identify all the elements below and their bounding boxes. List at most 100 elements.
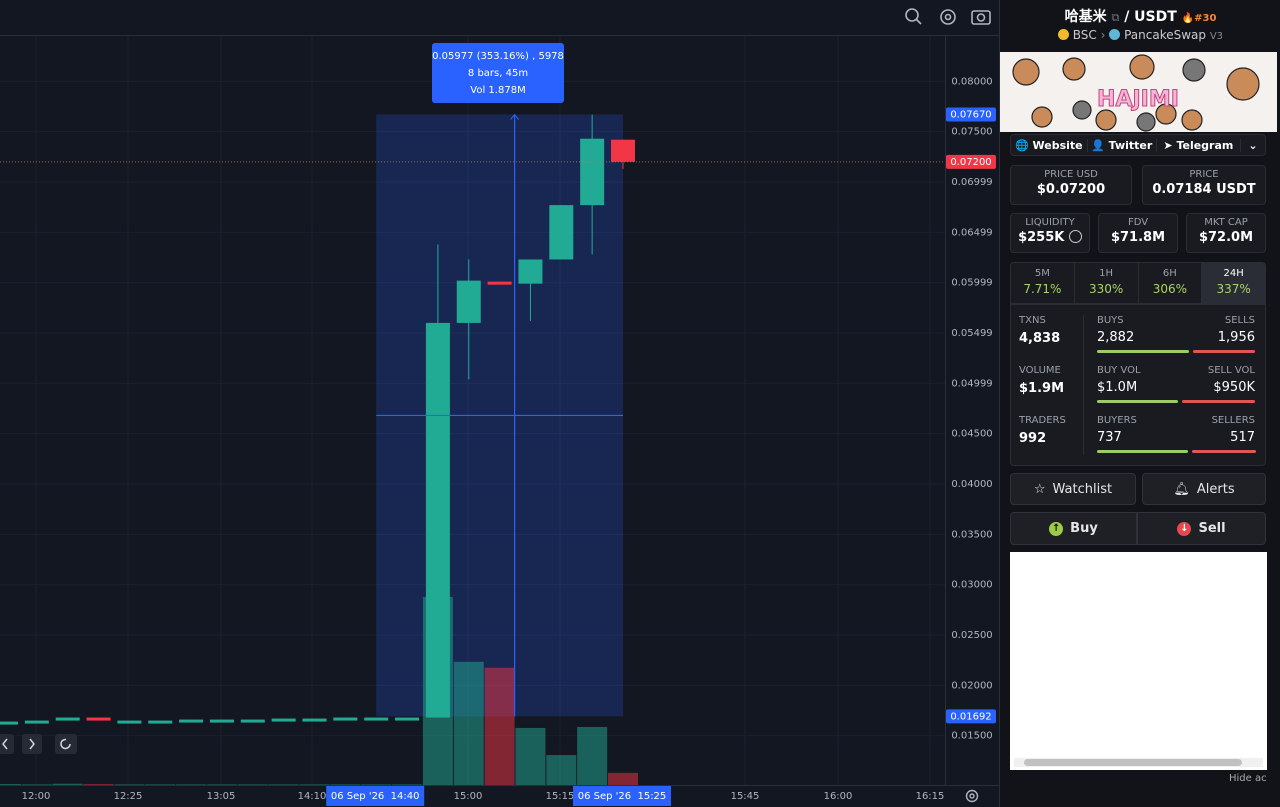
volume-bar — [114, 784, 145, 785]
scrollbar[interactable] — [1014, 758, 1263, 767]
price-label-bg — [946, 107, 996, 122]
y-tick-label: 0.05499 — [951, 328, 992, 339]
link-telegram[interactable]: ➤ Telegram — [1157, 138, 1241, 152]
price-label: 0.07670 — [950, 110, 991, 121]
volume-bar — [237, 784, 268, 785]
candle-body — [24, 720, 49, 724]
button-text: Buy — [1070, 521, 1098, 536]
tab-1h[interactable]: 1H 330% — [1075, 263, 1139, 303]
label: PRICE — [1189, 169, 1219, 180]
links-more[interactable]: ⌄ — [1248, 138, 1258, 152]
fdv: FDV $71.8M — [1098, 213, 1178, 253]
value: 7.71% — [1023, 282, 1062, 296]
price-native: PRICE 0.07184 USDT — [1142, 165, 1266, 205]
y-tick-label: 0.01500 — [951, 731, 992, 742]
candle-body — [55, 717, 80, 721]
y-tick-label: 0.05999 — [951, 278, 992, 289]
nav-next[interactable] — [22, 734, 42, 754]
label: MKT CAP — [1204, 217, 1248, 228]
ratio-bar — [1097, 350, 1189, 353]
tab-6h[interactable]: 6H 306% — [1139, 263, 1203, 303]
link-twitter[interactable]: 👤 Twitter — [1088, 138, 1157, 152]
candle-body — [364, 717, 389, 721]
zoom-icon[interactable] — [905, 8, 922, 25]
stat-right-label: SELLS — [1224, 315, 1255, 326]
volume-bar — [608, 772, 638, 785]
sell-button[interactable]: ↓ Sell — [1137, 512, 1266, 545]
dex: PancakeSwap — [1124, 28, 1207, 42]
volume-bar — [330, 784, 361, 785]
value: $255K — [1011, 230, 1089, 245]
candle-body — [518, 259, 543, 284]
chain: BSC — [1072, 28, 1097, 42]
stat-right-label: SELLERS — [1211, 415, 1255, 426]
x-tick-label: 15:45 — [731, 791, 760, 802]
stat-left-value: 737 — [1097, 430, 1122, 445]
snapshot-icon[interactable] — [971, 10, 991, 25]
stat-right-value: $950K — [1213, 380, 1255, 395]
button-text: Sell — [1198, 521, 1226, 536]
copy-icon[interactable]: ⧉ — [1111, 11, 1120, 24]
axis-settings[interactable] — [965, 789, 979, 803]
hide-link[interactable]: Hide ac — [1229, 773, 1267, 784]
dex-icon — [1109, 29, 1121, 40]
settings-icon[interactable] — [940, 9, 956, 25]
volume-bar — [52, 783, 83, 785]
nav-prev[interactable] — [0, 734, 14, 754]
volume-bar — [577, 726, 608, 785]
watchlist-button[interactable]: ☆ Watchlist — [1010, 473, 1136, 505]
y-tick-label: 0.06499 — [951, 227, 992, 238]
pair-title: 哈基米 ⧉ / USDT 🔥#30 — [1000, 6, 1280, 26]
x-tick-label: 16:00 — [824, 791, 853, 802]
value: 330% — [1088, 282, 1124, 296]
nav-reset[interactable] — [55, 734, 77, 754]
stat-left-value: $1.0M — [1097, 380, 1138, 395]
candle-body — [549, 205, 574, 260]
stats: TXNS 4,838 BUYS 2,882 SELLS 1,956 VOLUME $1.9M B… — [1010, 304, 1266, 466]
y-tick-label: 0.07500 — [951, 127, 992, 138]
alerts-button[interactable]: 🔔︎ Alerts — [1142, 473, 1266, 505]
quote-symbol: / USDT — [1124, 9, 1177, 25]
marks — [0, 113, 945, 785]
y-tick-label: 0.04500 — [951, 429, 992, 440]
value: 0.07184 USDT — [1152, 182, 1256, 197]
stat-left-label: BUYERS — [1097, 415, 1137, 426]
token-panel: 哈基米 ⧉ / USDT 🔥#30 BSC › PancakeSwap V3 H… — [999, 0, 1280, 807]
measure-text: 0.05977 (353.16%) , 5978 — [432, 51, 564, 62]
volume-bar — [361, 784, 392, 785]
base-symbol: 哈基米 — [1064, 9, 1107, 25]
label: 24H — [1223, 268, 1244, 279]
x-tick-label: 12:25 — [114, 791, 143, 802]
candle-body — [302, 718, 327, 722]
banner: HAJIMI — [1000, 52, 1277, 132]
label: FDV — [1127, 217, 1149, 228]
range-label-bg — [573, 786, 671, 806]
measure-arrow — [510, 113, 519, 120]
y-tick-label: 0.04000 — [951, 479, 992, 490]
links: 🌐 Website 👤 Twitter ➤ Telegram ⌄ — [1010, 134, 1266, 156]
volume-bar — [21, 784, 52, 785]
ratio-bar — [1097, 400, 1178, 403]
candle-body — [209, 719, 234, 723]
value-text: $255K — [1018, 230, 1065, 245]
candle-body — [179, 719, 204, 723]
tab-24h[interactable]: 24H 337% — [1202, 263, 1265, 303]
link-website[interactable]: 🌐 Website — [1011, 138, 1088, 152]
link-text: Twitter — [1108, 138, 1153, 152]
value: 337% — [1216, 282, 1251, 296]
candle-body — [580, 138, 605, 206]
range-label: 06 Sep '26 15:25 — [578, 791, 667, 802]
price-usd: PRICE USD $0.07200 — [1010, 165, 1132, 205]
pair-source: BSC › PancakeSwap V3 — [1000, 28, 1280, 42]
price-label: 0.07200 — [950, 157, 991, 168]
volume-bar — [268, 784, 299, 785]
candle-body — [148, 720, 173, 724]
volume-bar — [145, 784, 176, 785]
change-tabs: 5M 7.71% 1H 330% 6H 306% 24H 337% — [1010, 262, 1266, 304]
ratio-bar — [1097, 450, 1188, 453]
tab-5m[interactable]: 5M 7.71% — [1011, 263, 1075, 303]
buy-button[interactable]: ↑ Buy — [1010, 512, 1137, 545]
stat-left-label: BUYS — [1097, 315, 1124, 326]
label: LIQUIDITY — [1025, 217, 1075, 228]
